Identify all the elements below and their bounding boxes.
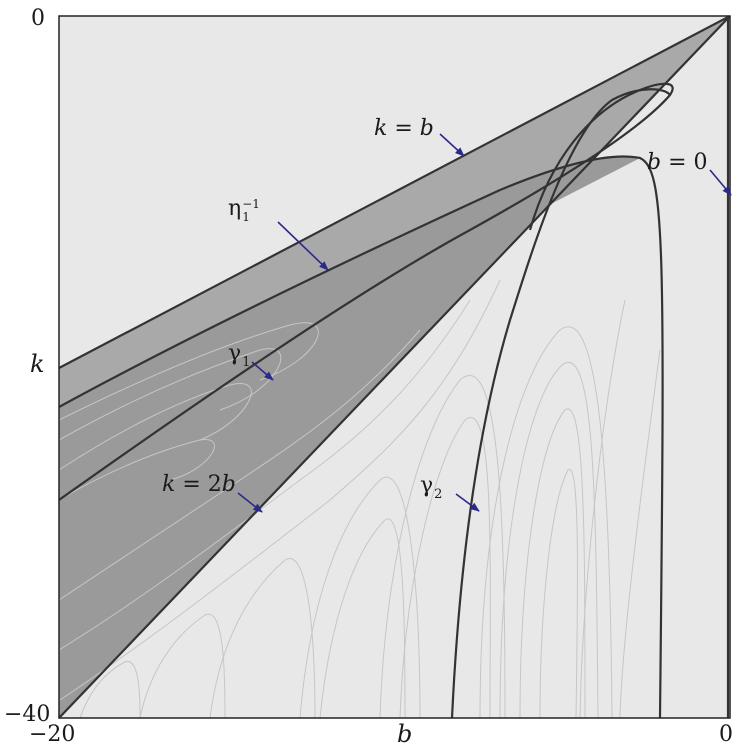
arrow-k-eq-b	[439, 133, 465, 157]
label-k-eq-2b: k = 2b	[162, 472, 236, 497]
fine-structure-curves	[59, 279, 661, 718]
xtick-right: 0	[719, 722, 733, 747]
xtick-left: −20	[29, 722, 76, 747]
arrow-eta	[277, 221, 329, 271]
label-eta: η −1 1	[228, 196, 260, 224]
curve-gamma2	[450, 88, 671, 718]
arrow-gamma2	[455, 493, 480, 512]
arrow-k-eq-2b	[237, 492, 263, 513]
ytick-bottom: −40	[4, 702, 51, 727]
label-k-eq-b: k = b	[374, 116, 434, 141]
plot-frame	[58, 15, 731, 719]
x-axis-label: b	[397, 720, 413, 748]
ytick-top: 0	[31, 6, 45, 31]
label-gamma1: γ1	[228, 341, 251, 370]
region-below-eta	[59, 156, 640, 718]
label-gamma2: γ2	[420, 473, 443, 502]
y-axis-label: k	[30, 350, 45, 378]
label-b-eq-0: b = 0	[647, 150, 708, 175]
curve-gamma1	[59, 82, 674, 501]
arrow-gamma1	[251, 361, 274, 381]
line-k-eq-b	[59, 16, 730, 369]
arrow-b-eq-0	[709, 169, 732, 196]
line-k-eq-2b	[59, 16, 730, 718]
